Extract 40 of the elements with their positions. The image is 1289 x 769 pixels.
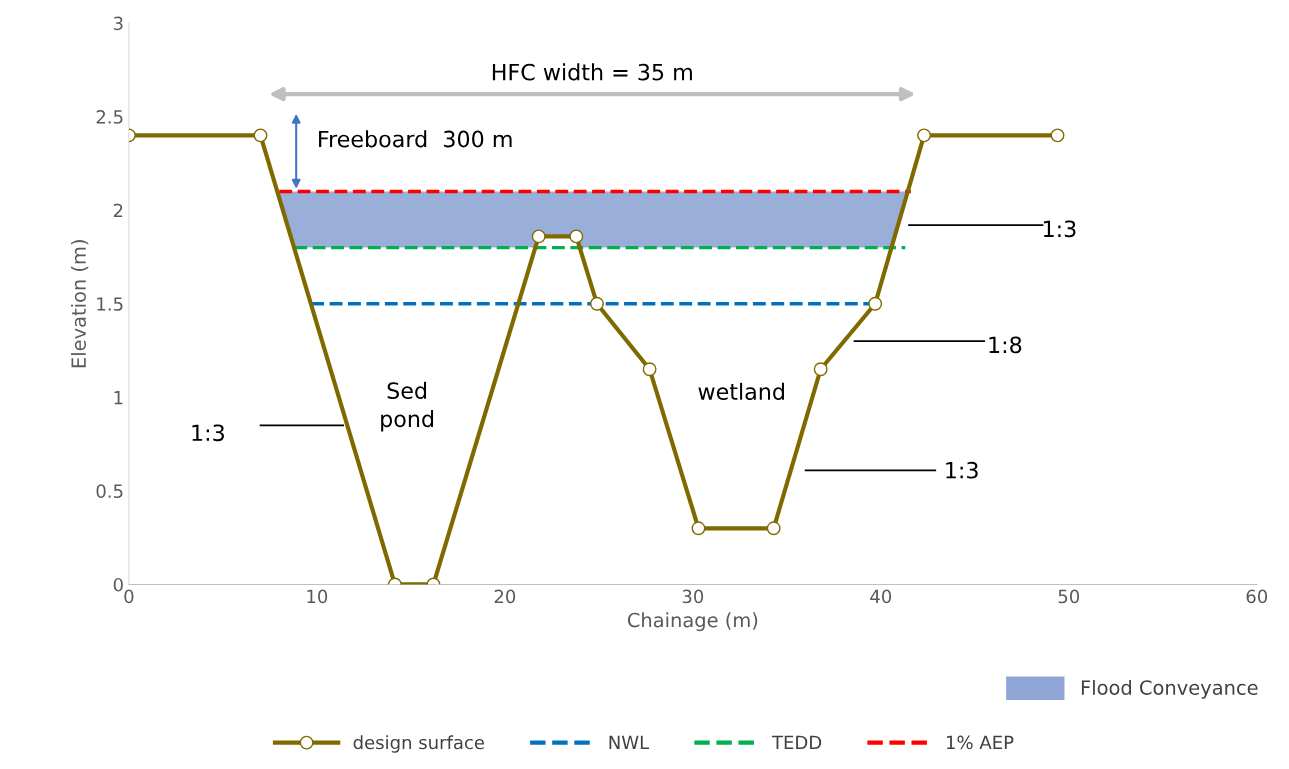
point: [590, 296, 604, 311]
point: [531, 229, 546, 244]
point: [813, 362, 828, 377]
y-tick-label: 0.5: [96, 484, 123, 498]
point: [253, 128, 268, 143]
annotation: 1:3: [192, 424, 224, 442]
x-tick-label: 0: [124, 589, 134, 604]
legend-label: TEDD: [771, 735, 822, 749]
point: [691, 521, 706, 536]
annotation: 1:3: [1043, 220, 1076, 238]
annotation: 1:8: [989, 336, 1022, 354]
x-tick-label: 30: [682, 589, 704, 604]
annotation: HFC width = 35 m: [492, 63, 692, 81]
y-tick-label: 1: [114, 391, 123, 405]
annotation: wetland: [698, 382, 784, 401]
y-tick-label: 3: [113, 16, 123, 31]
annotation: Freeboard 300 m: [319, 130, 512, 148]
point: [766, 521, 781, 536]
point: [917, 128, 931, 143]
legend-label: NWL: [609, 735, 650, 749]
x-tick-label: 50: [1058, 589, 1080, 604]
legend-label: Flood Conveyance: [1081, 679, 1258, 699]
x-tick-label: 20: [494, 589, 516, 604]
y-tick-label: 2.5: [96, 110, 123, 124]
point: [868, 296, 883, 311]
annotation: Sed pond: [381, 381, 434, 432]
annotation: 1:3: [946, 461, 978, 479]
y-tick-label: 2: [113, 203, 123, 218]
y-tick-label: 1.5: [97, 297, 123, 311]
legend-label: 1% AEP: [946, 735, 1014, 750]
y-tick-label: 0: [113, 577, 123, 592]
point: [569, 229, 584, 244]
x-tick-label: 10: [307, 589, 328, 604]
point: [1050, 128, 1065, 143]
point: [642, 362, 657, 377]
x-axis-title: Chainage (m): [627, 612, 758, 632]
x-tick-label: 40: [870, 589, 892, 604]
y-axis-title: Elevation (m): [70, 240, 89, 368]
legend-label: design surface: [353, 735, 485, 753]
x-tick-label: 60: [1246, 589, 1268, 604]
